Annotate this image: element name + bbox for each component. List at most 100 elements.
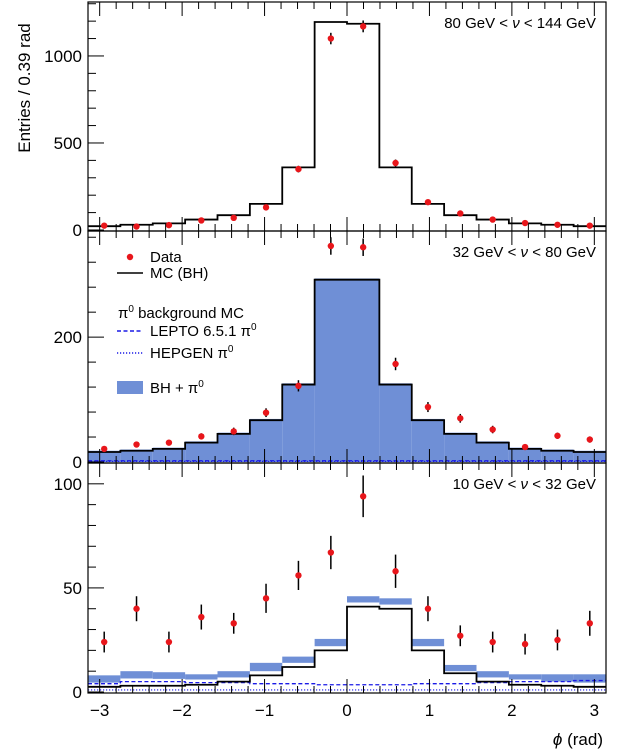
band-bin xyxy=(120,671,153,679)
data-point xyxy=(554,636,561,644)
y-tick-label: 0 xyxy=(73,221,82,240)
data-point xyxy=(165,638,173,646)
data-point xyxy=(101,445,108,453)
x-tick-label: 1 xyxy=(425,701,434,720)
x-tick-label: −3 xyxy=(90,701,109,720)
band-bin xyxy=(314,278,347,462)
data-point xyxy=(198,433,205,440)
legend-data-marker xyxy=(126,253,134,261)
band-bin xyxy=(185,674,218,680)
y-tick-label: 50 xyxy=(63,579,82,598)
band-bin xyxy=(444,664,477,672)
data-point xyxy=(295,572,302,579)
band-bin xyxy=(476,441,509,462)
band-bin xyxy=(476,671,509,678)
data-point xyxy=(424,198,432,206)
band-bin xyxy=(282,383,315,462)
data-point xyxy=(392,159,399,167)
data-point xyxy=(554,221,561,228)
data-point xyxy=(489,216,496,223)
band-bin xyxy=(217,671,250,678)
data-point xyxy=(165,221,173,229)
y-tick-label: 200 xyxy=(54,328,82,347)
legend-data-label: Data xyxy=(150,249,182,266)
band-bin xyxy=(379,383,412,462)
legend-background-header: π0 background MC xyxy=(118,304,244,322)
data-point xyxy=(424,605,432,612)
band-bin xyxy=(379,598,412,605)
y-axis-label: Entries / 0.39 rad xyxy=(15,23,34,152)
data-point xyxy=(586,436,593,443)
band-bin xyxy=(508,447,542,462)
band-bin xyxy=(444,432,477,462)
panel-title: 80 GeV < ν < 144 GeV xyxy=(444,15,596,32)
legend-mc-label: MC (BH) xyxy=(150,265,208,282)
data-point xyxy=(230,214,237,222)
y-tick-label: 500 xyxy=(54,134,82,153)
mc-bh-histogram xyxy=(88,605,606,688)
y-tick-label: 0 xyxy=(73,683,82,702)
band-bin xyxy=(88,450,121,462)
data-point xyxy=(359,493,367,500)
band-bin xyxy=(347,596,380,603)
data-point xyxy=(392,568,399,575)
data-point xyxy=(521,640,529,648)
data-point xyxy=(101,222,108,229)
y-tick-label: 1000 xyxy=(44,47,82,66)
band-bin xyxy=(573,674,606,683)
band-bin xyxy=(88,675,121,683)
band-bin xyxy=(573,450,606,462)
data-point xyxy=(489,638,496,646)
band-bin xyxy=(282,656,315,663)
panel-title: 10 GeV < ν < 32 GeV xyxy=(453,476,596,493)
x-axis-label: ϕ (rad) xyxy=(553,730,603,749)
data-point xyxy=(133,223,140,230)
band-bin xyxy=(541,674,574,682)
x-tick-label: 3 xyxy=(590,701,599,720)
data-point xyxy=(262,595,270,602)
legend-band-label: BH + π0 xyxy=(150,379,204,397)
data-point xyxy=(295,382,302,390)
band-bin xyxy=(347,278,380,462)
data-point xyxy=(133,605,140,612)
x-tick-label: −2 xyxy=(172,701,191,720)
band-bin xyxy=(411,638,445,647)
legend-hepgen-label: HEPGEN π0 xyxy=(150,344,234,362)
legend-lepto-label: LEPTO 6.5.1 π0 xyxy=(150,322,257,340)
data-point xyxy=(489,426,496,433)
data-point xyxy=(457,632,464,639)
band-bin xyxy=(185,441,218,462)
x-tick-label: −1 xyxy=(255,701,274,720)
data-point xyxy=(262,204,270,211)
mc-bh-histogram xyxy=(88,278,606,453)
band-bin xyxy=(541,449,574,462)
band-bin xyxy=(411,418,445,462)
data-point xyxy=(198,217,205,224)
data-point xyxy=(554,432,561,439)
band-bin xyxy=(508,674,542,680)
panel-3: 0 50 100 10 GeV < ν < 32 GeV xyxy=(54,462,607,702)
mc-bh-histogram xyxy=(88,21,606,228)
legend-band-swatch xyxy=(117,381,143,394)
data-point xyxy=(101,638,108,646)
panel-title: 32 GeV < ν < 80 GeV xyxy=(453,244,596,261)
data-point xyxy=(230,428,237,435)
band-bin xyxy=(120,449,153,462)
panel-frame xyxy=(87,1,607,232)
data-point xyxy=(198,613,205,621)
y-tick-label: 0 xyxy=(73,453,82,472)
data-point xyxy=(424,403,432,411)
band-bin xyxy=(217,432,250,462)
data-point xyxy=(327,549,335,556)
band-bin xyxy=(314,638,347,647)
data-point xyxy=(359,244,367,251)
panel-1: 0 500 1000 80 GeV < ν < 144 GeV xyxy=(44,1,607,240)
data-point xyxy=(165,439,173,446)
data-point xyxy=(262,409,270,416)
data-point xyxy=(457,415,464,422)
x-tick-label: 0 xyxy=(342,701,351,720)
legend: Data MC (BH) π0 background MC LEPTO 6.5.… xyxy=(117,249,257,397)
data-point xyxy=(359,23,367,30)
